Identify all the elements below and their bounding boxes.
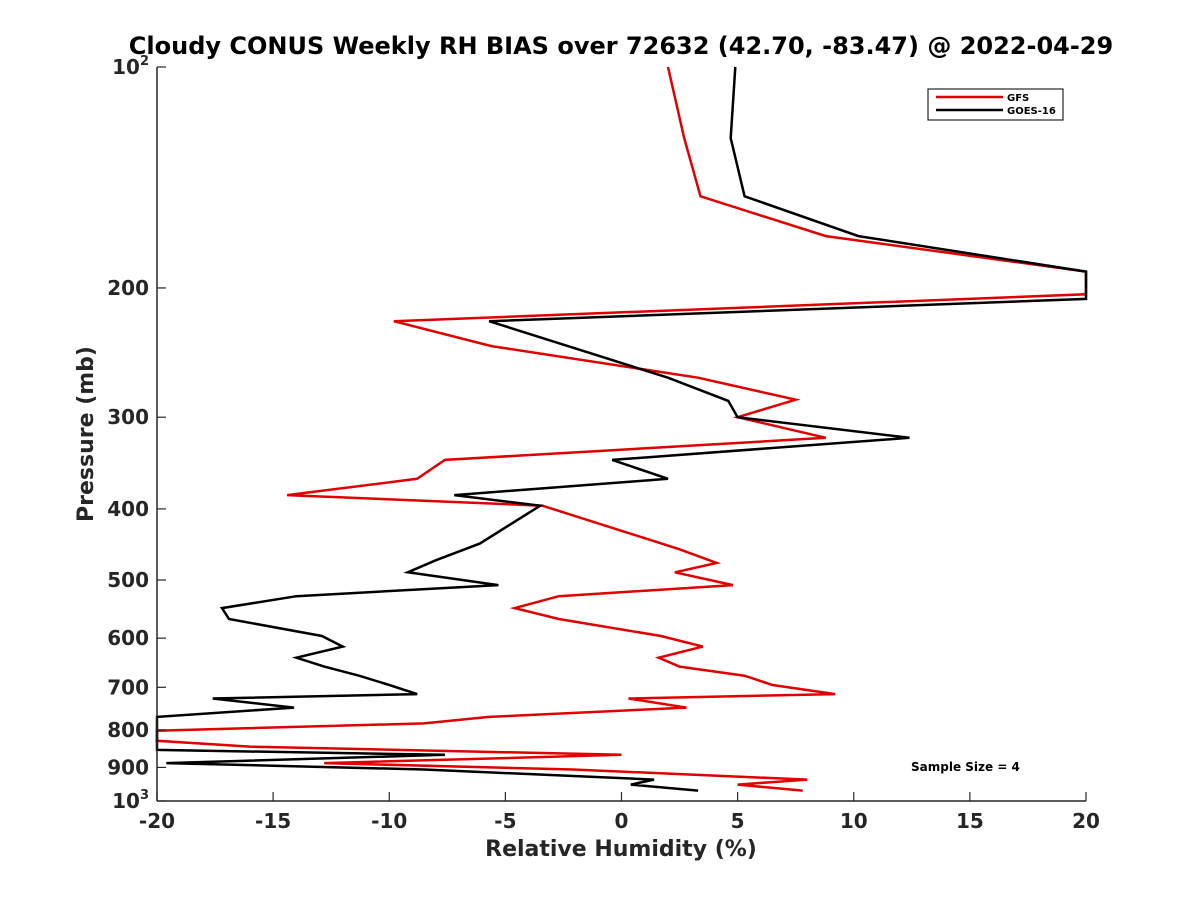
y-tick-label: 300 xyxy=(107,405,149,429)
y-axis-label: Pressure (mb) xyxy=(74,346,99,522)
y-tick-label: 600 xyxy=(107,626,149,650)
x-tick-label: -10 xyxy=(371,809,407,833)
legend-label-gfs: GFS xyxy=(1007,93,1029,104)
x-tick-label: 10 xyxy=(840,809,868,833)
y-tick-label: 103 xyxy=(112,788,149,813)
y-tick-label: 500 xyxy=(107,568,149,592)
y-tick-label: 800 xyxy=(107,718,149,742)
y-tick-label: 900 xyxy=(107,755,149,779)
y-tick-label: 700 xyxy=(107,675,149,699)
sample-size-annotation: Sample Size = 4 xyxy=(911,760,1020,774)
legend-label-goes16: GOES-16 xyxy=(1007,106,1056,117)
x-tick-label: 5 xyxy=(731,809,745,833)
x-axis-label: Relative Humidity (%) xyxy=(485,837,757,862)
y-tick-label: 200 xyxy=(107,276,149,300)
y-tick-label: 102 xyxy=(112,54,149,79)
legend-box xyxy=(927,88,1064,121)
x-tick-label: 0 xyxy=(615,809,629,833)
y-tick-label: 400 xyxy=(107,497,149,521)
plot-area xyxy=(157,67,1086,801)
x-tick-label: -20 xyxy=(139,809,175,833)
legend: GFS GOES-16 xyxy=(927,88,1064,121)
x-tick-label: -15 xyxy=(255,809,291,833)
y-ticks: 102 200 300 400 500 600 700 800 900 103 xyxy=(107,54,166,813)
x-tick-label: 20 xyxy=(1072,809,1100,833)
x-tick-label: 15 xyxy=(956,809,984,833)
x-tick-label: -5 xyxy=(494,809,516,833)
x-ticks: -20 -15 -10 -5 0 5 10 15 20 xyxy=(139,792,1100,833)
chart-title: Cloudy CONUS Weekly RH BIAS over 72632 (… xyxy=(129,32,1113,60)
